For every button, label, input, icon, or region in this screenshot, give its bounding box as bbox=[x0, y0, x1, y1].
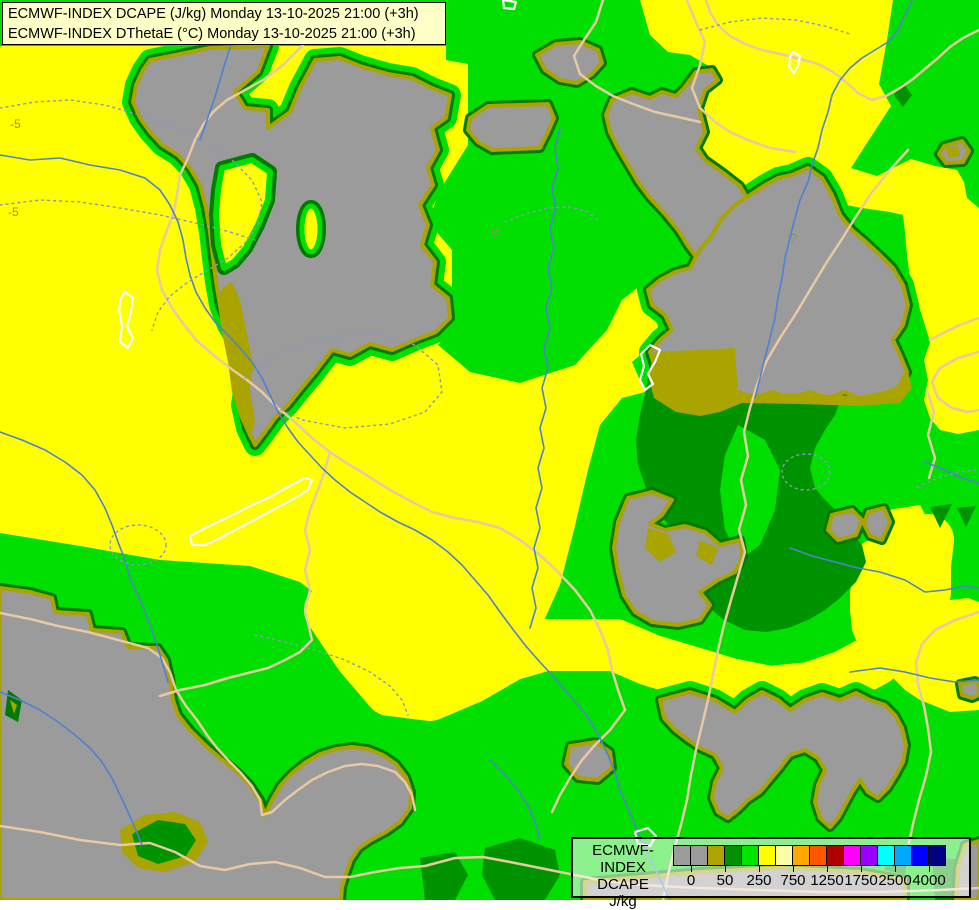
lake-small-1 bbox=[117, 290, 135, 350]
map-title-box: ECMWF-INDEX DCAPE (J/kg) Monday 13-10-20… bbox=[2, 2, 446, 45]
legend-title: ECMWF-INDEX DCAPE J/kg bbox=[573, 842, 673, 910]
legend-tick bbox=[827, 866, 828, 872]
legend-swatch bbox=[758, 845, 776, 866]
legend-tick bbox=[861, 866, 862, 872]
legend-tick bbox=[725, 866, 726, 872]
contour-label-group: -5 -5 -5 -5 bbox=[8, 117, 800, 245]
legend-title-line1: ECMWF-INDEX bbox=[592, 842, 654, 876]
legend-swatch bbox=[775, 845, 793, 866]
legend-swatch bbox=[690, 845, 708, 866]
legend-tick-label: 1250 bbox=[810, 872, 844, 889]
dotted-contours bbox=[0, 17, 978, 716]
legend-swatch bbox=[707, 845, 725, 866]
legend-tick bbox=[759, 866, 760, 872]
legend-swatch bbox=[911, 845, 929, 866]
lake-small-5 bbox=[501, 0, 518, 11]
legend-tick-label: 1750 bbox=[844, 872, 878, 889]
legend-tick-label: 2500 bbox=[878, 872, 912, 889]
legend-tick bbox=[929, 866, 930, 872]
legend-swatch bbox=[826, 845, 844, 866]
legend-swatch bbox=[741, 845, 759, 866]
small-diamond-in-gray bbox=[5, 690, 22, 722]
contour-label: -5 bbox=[10, 117, 21, 131]
legend-swatch bbox=[792, 845, 810, 866]
legend-tick bbox=[691, 866, 692, 872]
legend-title-line2: DCAPE bbox=[597, 876, 649, 893]
legend-swatch bbox=[860, 845, 878, 866]
legend-tick-label: 50 bbox=[716, 872, 734, 889]
legend-swatch bbox=[894, 845, 912, 866]
contour-label: -5 bbox=[8, 205, 19, 219]
legend: ECMWF-INDEX DCAPE J/kg 0 50 250 750 1250 1750… bbox=[571, 837, 971, 910]
legend-tick bbox=[793, 866, 794, 872]
lake-small-3 bbox=[787, 50, 802, 75]
contour-label: -5 bbox=[487, 226, 504, 241]
yellow-holes bbox=[209, 153, 326, 275]
lake-balaton bbox=[188, 476, 314, 547]
map-title-line2: ECMWF-INDEX DThetaE (°C) Monday 13-10-20… bbox=[8, 25, 416, 42]
forest-bright-channel bbox=[720, 425, 780, 560]
contour-label: -5 bbox=[784, 231, 800, 244]
legend-swatch bbox=[877, 845, 895, 866]
legend-swatch bbox=[724, 845, 742, 866]
lake-small-2 bbox=[638, 343, 662, 392]
legend-color-scale bbox=[673, 845, 946, 866]
legend-tick-label: 4000 bbox=[912, 872, 946, 889]
map-title-line1: ECMWF-INDEX DCAPE (J/kg) Monday 13-10-20… bbox=[8, 6, 419, 22]
legend-tick-label: 750 bbox=[780, 872, 806, 889]
legend-swatch bbox=[673, 845, 691, 866]
legend-tick-label: 250 bbox=[746, 872, 772, 889]
legend-title-line3: J/kg bbox=[609, 893, 637, 910]
legend-swatch bbox=[843, 845, 861, 866]
legend-tick-label: 0 bbox=[686, 872, 696, 889]
legend-swatch bbox=[809, 845, 827, 866]
legend-tick bbox=[895, 866, 896, 872]
lakes bbox=[117, 0, 802, 848]
legend-swatch bbox=[928, 845, 946, 866]
forest-blob-in-gray bbox=[132, 820, 196, 864]
